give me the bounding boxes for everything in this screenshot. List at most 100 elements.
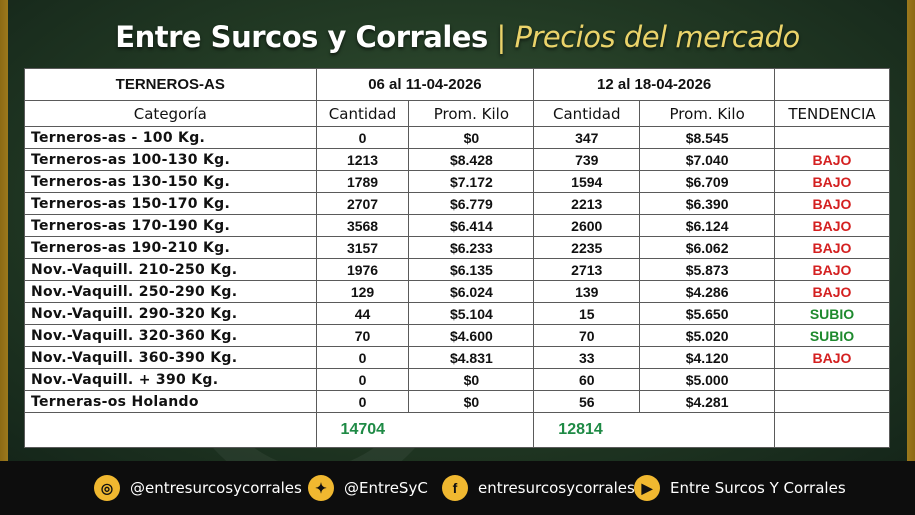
quantity2-cell: 15 bbox=[533, 302, 641, 325]
table-row: Terneros-as 130-150 Kg. 1789 $7.172 1594 $6.… bbox=[24, 170, 890, 193]
price1-cell: $0 bbox=[408, 126, 535, 149]
youtube-channel: Entre Surcos Y Corrales bbox=[670, 479, 846, 497]
price2-cell: $6.709 bbox=[639, 170, 775, 193]
trend-cell: BAJO bbox=[774, 148, 890, 171]
trend-cell: BAJO bbox=[774, 192, 890, 215]
trend-cell: BAJO bbox=[774, 236, 890, 259]
price-table: TERNEROS-AS 06 al 11-04-2026 12 al 18-04… bbox=[24, 68, 890, 448]
totals-blank-cell bbox=[774, 412, 890, 448]
price1-cell: $5.104 bbox=[408, 302, 535, 325]
facebook-handle: entresurcosycorrales bbox=[478, 479, 635, 497]
youtube-icon: ▶ bbox=[634, 475, 660, 501]
facebook-icon: f bbox=[442, 475, 468, 501]
category-cell: Terneros-as 190-210 Kg. bbox=[24, 236, 317, 259]
column-header: Prom. Kilo bbox=[408, 100, 535, 127]
price2-cell: $8.545 bbox=[639, 126, 775, 149]
quantity1-cell: 70 bbox=[315, 324, 410, 347]
category-cell: Terneros-as 170-190 Kg. bbox=[24, 214, 317, 237]
header-row-columns: Categoría Cantidad Prom. Kilo Cantidad P… bbox=[24, 100, 890, 127]
twitter-icon: ✦ bbox=[308, 475, 334, 501]
price1-cell: $0 bbox=[408, 390, 535, 413]
quantity2-cell: 2213 bbox=[533, 192, 641, 215]
category-cell: Terneros-as - 100 Kg. bbox=[24, 126, 317, 149]
instagram-handle: @entresurcosycorrales bbox=[130, 479, 302, 497]
trend-cell: BAJO bbox=[774, 258, 890, 281]
quantity2-cell: 2713 bbox=[533, 258, 641, 281]
quantity2-cell: 60 bbox=[533, 368, 641, 391]
price1-cell: $4.600 bbox=[408, 324, 535, 347]
footer-bar: ◎ @entresurcosycorrales ✦ @EntreSyC f en… bbox=[0, 461, 915, 515]
price2-cell: $5.020 bbox=[639, 324, 775, 347]
twitter-link[interactable]: ✦ @EntreSyC bbox=[308, 474, 428, 502]
youtube-link[interactable]: ▶ Entre Surcos Y Corrales bbox=[634, 474, 846, 502]
price2-cell: $4.120 bbox=[639, 346, 775, 369]
column-header: Categoría bbox=[24, 100, 317, 127]
table-row: Nov.-Vaquill. 250-290 Kg. 129 $6.024 139 $4.… bbox=[24, 280, 890, 303]
trend-cell: BAJO bbox=[774, 214, 890, 237]
price1-cell: $6.414 bbox=[408, 214, 535, 237]
price2-cell: $6.390 bbox=[639, 192, 775, 215]
price2-cell: $4.286 bbox=[639, 280, 775, 303]
table-row: Terneros-as - 100 Kg. 0 $0 347 $8.545 bbox=[24, 126, 890, 149]
title-subtitle: Precios del mercado bbox=[514, 20, 800, 54]
price1-cell: $4.831 bbox=[408, 346, 535, 369]
twitter-handle: @EntreSyC bbox=[344, 479, 428, 497]
category-cell: Nov.-Vaquill. 320-360 Kg. bbox=[24, 324, 317, 347]
quantity1-cell: 0 bbox=[315, 390, 410, 413]
table-row: Terneros-as 150-170 Kg. 2707 $6.779 2213 $6.… bbox=[24, 192, 890, 215]
price1-cell: $7.172 bbox=[408, 170, 535, 193]
category-cell: Terneros-as 150-170 Kg. bbox=[24, 192, 317, 215]
facebook-link[interactable]: f entresurcosycorrales bbox=[442, 474, 635, 502]
table-row: Terneras-os Holando 0 $0 56 $4.281 bbox=[24, 390, 890, 413]
quantity1-cell: 1976 bbox=[315, 258, 410, 281]
quantity2-cell: 56 bbox=[533, 390, 641, 413]
price2-cell: $5.650 bbox=[639, 302, 775, 325]
column-header: Cantidad bbox=[315, 100, 410, 127]
trend-cell bbox=[774, 126, 890, 149]
total1-cell: 14704 bbox=[315, 412, 535, 448]
quantity1-cell: 1213 bbox=[315, 148, 410, 171]
price1-cell: $6.024 bbox=[408, 280, 535, 303]
quantity2-cell: 347 bbox=[533, 126, 641, 149]
instagram-link[interactable]: ◎ @entresurcosycorrales bbox=[94, 474, 302, 502]
table-row: Nov.-Vaquill. 320-360 Kg. 70 $4.600 70 $5.02… bbox=[24, 324, 890, 347]
price1-cell: $0 bbox=[408, 368, 535, 391]
category-cell: Terneras-os Holando bbox=[24, 390, 317, 413]
category-cell: Nov.-Vaquill. 290-320 Kg. bbox=[24, 302, 317, 325]
quantity1-cell: 2707 bbox=[315, 192, 410, 215]
quantity1-cell: 129 bbox=[315, 280, 410, 303]
section-label: TERNEROS-AS bbox=[24, 68, 317, 101]
table-row: Nov.-Vaquill. 360-390 Kg. 0 $4.831 33 $4.120… bbox=[24, 346, 890, 369]
page-title: Entre Surcos y Corrales | Precios del me… bbox=[0, 20, 915, 54]
quantity1-cell: 3157 bbox=[315, 236, 410, 259]
quantity2-cell: 2600 bbox=[533, 214, 641, 237]
category-cell: Nov.-Vaquill. 250-290 Kg. bbox=[24, 280, 317, 303]
price1-cell: $6.779 bbox=[408, 192, 535, 215]
totals-label-cell bbox=[24, 412, 317, 448]
quantity1-cell: 44 bbox=[315, 302, 410, 325]
title-separator: | bbox=[496, 20, 506, 54]
price2-cell: $4.281 bbox=[639, 390, 775, 413]
quantity2-cell: 1594 bbox=[533, 170, 641, 193]
category-cell: Nov.-Vaquill. 210-250 Kg. bbox=[24, 258, 317, 281]
quantity2-cell: 739 bbox=[533, 148, 641, 171]
column-header: TENDENCIA bbox=[774, 100, 890, 127]
quantity2-cell: 139 bbox=[533, 280, 641, 303]
header-row-periods: TERNEROS-AS 06 al 11-04-2026 12 al 18-04… bbox=[24, 68, 890, 101]
instagram-icon: ◎ bbox=[94, 475, 120, 501]
totals-row: 14704 12814 bbox=[24, 412, 890, 448]
quantity1-cell: 0 bbox=[315, 368, 410, 391]
price2-cell: $7.040 bbox=[639, 148, 775, 171]
period1-header: 06 al 11-04-2026 bbox=[315, 68, 535, 101]
table-row: Terneros-as 100-130 Kg. 1213 $8.428 739 $7.0… bbox=[24, 148, 890, 171]
price2-cell: $5.873 bbox=[639, 258, 775, 281]
blank-header bbox=[774, 68, 890, 101]
total2-cell: 12814 bbox=[533, 412, 775, 448]
category-cell: Terneros-as 100-130 Kg. bbox=[24, 148, 317, 171]
trend-cell bbox=[774, 368, 890, 391]
quantity1-cell: 0 bbox=[315, 346, 410, 369]
category-cell: Terneros-as 130-150 Kg. bbox=[24, 170, 317, 193]
trend-cell: SUBIO bbox=[774, 302, 890, 325]
table-row: Terneros-as 190-210 Kg. 3157 $6.233 2235 $6.… bbox=[24, 236, 890, 259]
